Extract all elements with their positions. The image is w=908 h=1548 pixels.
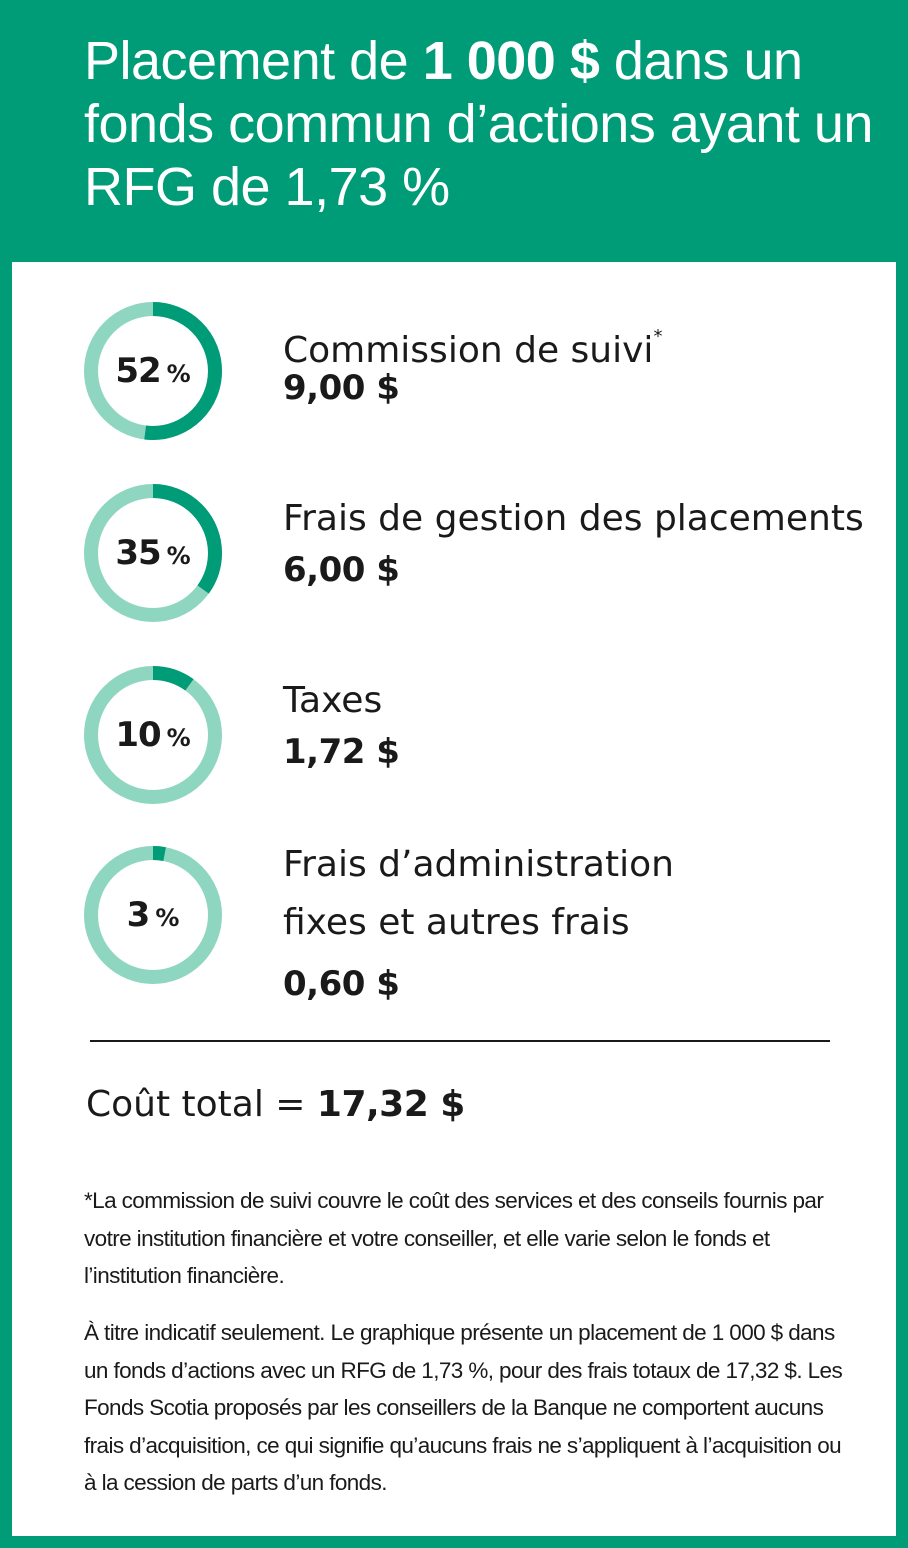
percent-label: 10% — [82, 664, 224, 806]
donut-chart — [84, 302, 222, 440]
percent-value: 52 — [115, 351, 161, 391]
title-prefix: Placement de — [84, 31, 423, 91]
page-title: Placement de 1 000 $ dans un fonds commu… — [84, 30, 908, 219]
percent-value: 35 — [115, 533, 161, 573]
fee-amount: 0,60 $ — [283, 964, 400, 1004]
percent-unit: % — [166, 724, 191, 752]
percent-unit: % — [166, 360, 191, 388]
donut-arc — [84, 484, 222, 622]
fee-label: Commission de suivi* — [283, 308, 662, 380]
percent-label: 52% — [82, 300, 224, 442]
percent-unit: % — [166, 542, 191, 570]
donut-arc — [84, 302, 222, 440]
fee-amount: 6,00 $ — [283, 550, 400, 590]
footnote: *La commission de suivi couvre le coût d… — [84, 1188, 824, 1288]
fee-amount: 9,00 $ — [283, 368, 400, 408]
total-label: Coût total = — [86, 1084, 317, 1125]
percent-unit: % — [155, 904, 180, 932]
title-suffix: dans un fonds commun d’actions ayant un … — [84, 31, 873, 217]
percent-value: 10 — [115, 715, 161, 755]
donut-52: 52% — [82, 300, 224, 442]
fee-label: Frais de gestion des placements — [283, 498, 864, 539]
title-amount: 1 000 $ — [422, 31, 600, 91]
fee-label-line2: fixes et autres frais — [283, 902, 630, 943]
fee-label: Taxes — [283, 680, 383, 721]
donut-chart — [84, 846, 222, 984]
percent-value: 3 — [126, 895, 151, 935]
divider — [90, 1040, 830, 1042]
fee-label-text: Commission de suivi — [283, 330, 654, 371]
donut-35: 35% — [82, 482, 224, 624]
donut-arc — [84, 846, 222, 984]
total-value: 17,32 $ — [316, 1084, 465, 1125]
disclaimer: À titre indicatif seulement. Le graphiqu… — [84, 1320, 843, 1495]
fee-label: Frais d’administration — [283, 844, 674, 885]
donut-chart — [84, 484, 222, 622]
fee-amount: 1,72 $ — [283, 732, 400, 772]
donut-3: 3% — [82, 844, 224, 986]
donut-10: 10% — [82, 664, 224, 806]
header: Placement de 1 000 $ dans un fonds commu… — [0, 0, 908, 262]
donut-arc — [84, 666, 222, 804]
percent-label: 35% — [82, 482, 224, 624]
percent-label: 3% — [82, 844, 224, 986]
footnote-mark: * — [653, 326, 663, 347]
total-cost: Coût total = 17,32 $ — [86, 1084, 465, 1125]
donut-chart — [84, 666, 222, 804]
content-panel: 52% Commission de suivi* 9,00 $ 35% Frai… — [12, 262, 896, 1536]
